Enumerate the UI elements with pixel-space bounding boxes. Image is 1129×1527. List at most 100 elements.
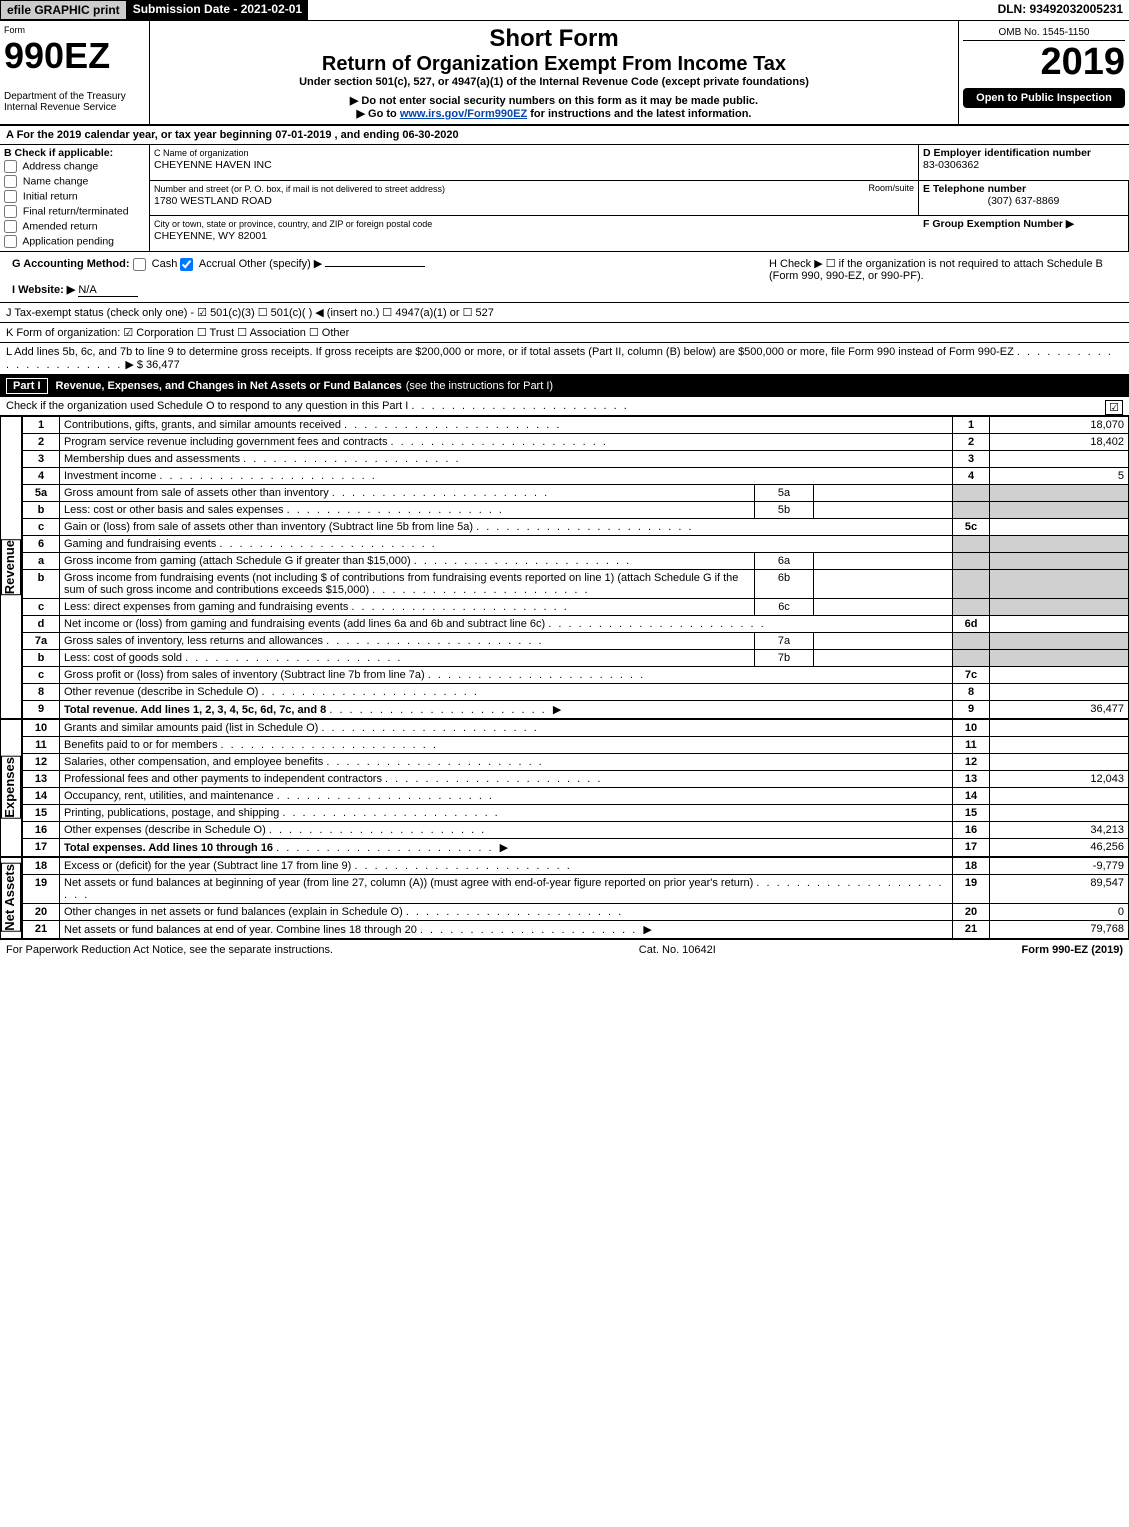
- subline-amount: [814, 552, 953, 569]
- line-ref: 18: [953, 857, 990, 874]
- g-accrual[interactable]: Accrual: [180, 257, 235, 271]
- line-text: Professional fees and other payments to …: [60, 770, 953, 787]
- netassets-side-label: Net Assets: [1, 863, 21, 932]
- line-amount-shade: [990, 535, 1129, 552]
- note-ssn: ▶ Do not enter social security numbers o…: [154, 94, 954, 107]
- line-amount: [990, 736, 1129, 753]
- line-ref: 14: [953, 787, 990, 804]
- line-row-6a: aGross income from gaming (attach Schedu…: [23, 552, 1129, 569]
- line-ref-shade: [953, 552, 990, 569]
- efile-print-button[interactable]: efile GRAPHIC print: [0, 0, 127, 20]
- b-check-final-return-terminated[interactable]: Final return/terminated: [4, 204, 145, 219]
- part1-checkbox[interactable]: ☑: [1105, 400, 1123, 415]
- line-text: Benefits paid to or for members: [60, 736, 953, 753]
- line-amount-shade: [990, 632, 1129, 649]
- line-row-14: 14Occupancy, rent, utilities, and mainte…: [23, 787, 1129, 804]
- line-ref: 9: [953, 700, 990, 718]
- line-row-11: 11Benefits paid to or for members 11: [23, 736, 1129, 753]
- line-row-6c: cLess: direct expenses from gaming and f…: [23, 598, 1129, 615]
- line-ref: 21: [953, 920, 990, 938]
- line-number: 3: [23, 450, 60, 467]
- subline-number: 6c: [755, 598, 814, 615]
- l-amount: 36,477: [143, 359, 180, 371]
- line-number: 17: [23, 838, 60, 856]
- form-word: Form: [4, 25, 145, 35]
- line-text: Net income or (loss) from gaming and fun…: [60, 615, 953, 632]
- section-h: H Check ▶ ☐ if the organization is not r…: [763, 255, 1123, 299]
- line-row-18: 18Excess or (deficit) for the year (Subt…: [23, 857, 1129, 874]
- g-cash[interactable]: Cash: [133, 257, 178, 271]
- irs-link[interactable]: www.irs.gov/Form990EZ: [400, 108, 527, 120]
- line-amount-shade: [990, 649, 1129, 666]
- dept-treasury: Department of the Treasury: [4, 91, 145, 102]
- b-check-application-pending[interactable]: Application pending: [4, 234, 145, 249]
- b-check-address-change[interactable]: Address change: [4, 159, 145, 174]
- line-number: 8: [23, 683, 60, 700]
- line-amount: [990, 719, 1129, 736]
- line-row-7a: 7aGross sales of inventory, less returns…: [23, 632, 1129, 649]
- line-number: 15: [23, 804, 60, 821]
- irs-label: Internal Revenue Service: [4, 102, 145, 113]
- line-ref: 3: [953, 450, 990, 467]
- line-row-5c: cGain or (loss) from sale of assets othe…: [23, 518, 1129, 535]
- note-goto-post: for instructions and the latest informat…: [527, 108, 751, 120]
- line-text: Other expenses (describe in Schedule O): [60, 821, 953, 838]
- line-number: 5a: [23, 484, 60, 501]
- revenue-table: 1Contributions, gifts, grants, and simil…: [22, 416, 1129, 719]
- section-b-label: B Check if applicable:: [4, 147, 113, 159]
- line-text: Program service revenue including govern…: [60, 433, 953, 450]
- line-row-6d: dNet income or (loss) from gaming and fu…: [23, 615, 1129, 632]
- g-other-input[interactable]: [325, 266, 425, 267]
- line-ref: 13: [953, 770, 990, 787]
- line-ref: 15: [953, 804, 990, 821]
- i-website-label: I Website: ▶: [12, 284, 75, 296]
- g-other: Other (specify) ▶: [239, 258, 323, 270]
- b-check-amended-return[interactable]: Amended return: [4, 219, 145, 234]
- line-number: 21: [23, 920, 60, 938]
- line-row-12: 12Salaries, other compensation, and empl…: [23, 753, 1129, 770]
- line-text: Grants and similar amounts paid (list in…: [60, 719, 953, 736]
- line-row-10: 10Grants and similar amounts paid (list …: [23, 719, 1129, 736]
- line-amount: 12,043: [990, 770, 1129, 787]
- line-number: 12: [23, 753, 60, 770]
- line-number: 2: [23, 433, 60, 450]
- part1-check-text: Check if the organization used Schedule …: [6, 400, 408, 412]
- line-number: 20: [23, 903, 60, 920]
- b-check-name-change[interactable]: Name change: [4, 174, 145, 189]
- title-return: Return of Organization Exempt From Incom…: [154, 53, 954, 76]
- subline-amount: [814, 484, 953, 501]
- submission-date-button[interactable]: Submission Date - 2021-02-01: [127, 0, 308, 20]
- form-header: Form 990EZ Department of the Treasury In…: [0, 21, 1129, 126]
- line-ref: 11: [953, 736, 990, 753]
- line-number: 7a: [23, 632, 60, 649]
- netassets-table: 18Excess or (deficit) for the year (Subt…: [22, 857, 1129, 939]
- line-text: Occupancy, rent, utilities, and maintena…: [60, 787, 953, 804]
- website-value: N/A: [78, 284, 138, 297]
- line-text: Less: cost of goods sold: [60, 649, 755, 666]
- c-name-label: C Name of organization: [154, 148, 249, 158]
- line-amount: [990, 787, 1129, 804]
- line-row-2: 2Program service revenue including gover…: [23, 433, 1129, 450]
- line-amount: 34,213: [990, 821, 1129, 838]
- f-group-label: F Group Exemption Number ▶: [923, 218, 1074, 230]
- b-check-initial-return[interactable]: Initial return: [4, 189, 145, 204]
- line-number: b: [23, 649, 60, 666]
- line-amount: [990, 683, 1129, 700]
- expenses-table: 10Grants and similar amounts paid (list …: [22, 719, 1129, 857]
- line-ref: 4: [953, 467, 990, 484]
- subline-number: 5a: [755, 484, 814, 501]
- line-row-6b: bGross income from fundraising events (n…: [23, 569, 1129, 598]
- subline-number: 6b: [755, 569, 814, 598]
- line-text: Gross income from gaming (attach Schedul…: [60, 552, 755, 569]
- line-row-5b: bLess: cost or other basis and sales exp…: [23, 501, 1129, 518]
- line-amount: [990, 666, 1129, 683]
- form-number: 990EZ: [4, 35, 145, 77]
- footer-center: Cat. No. 10642I: [639, 944, 716, 956]
- org-name: CHEYENNE HAVEN INC: [154, 159, 272, 171]
- omb-number: OMB No. 1545-1150: [963, 25, 1125, 41]
- subtitle-501c: Under section 501(c), 527, or 4947(a)(1)…: [154, 76, 954, 88]
- page-footer: For Paperwork Reduction Act Notice, see …: [0, 939, 1129, 960]
- line-text: Other changes in net assets or fund bala…: [60, 903, 953, 920]
- section-g: G Accounting Method: Cash Accrual Other …: [6, 255, 763, 299]
- line-row-1: 1Contributions, gifts, grants, and simil…: [23, 416, 1129, 433]
